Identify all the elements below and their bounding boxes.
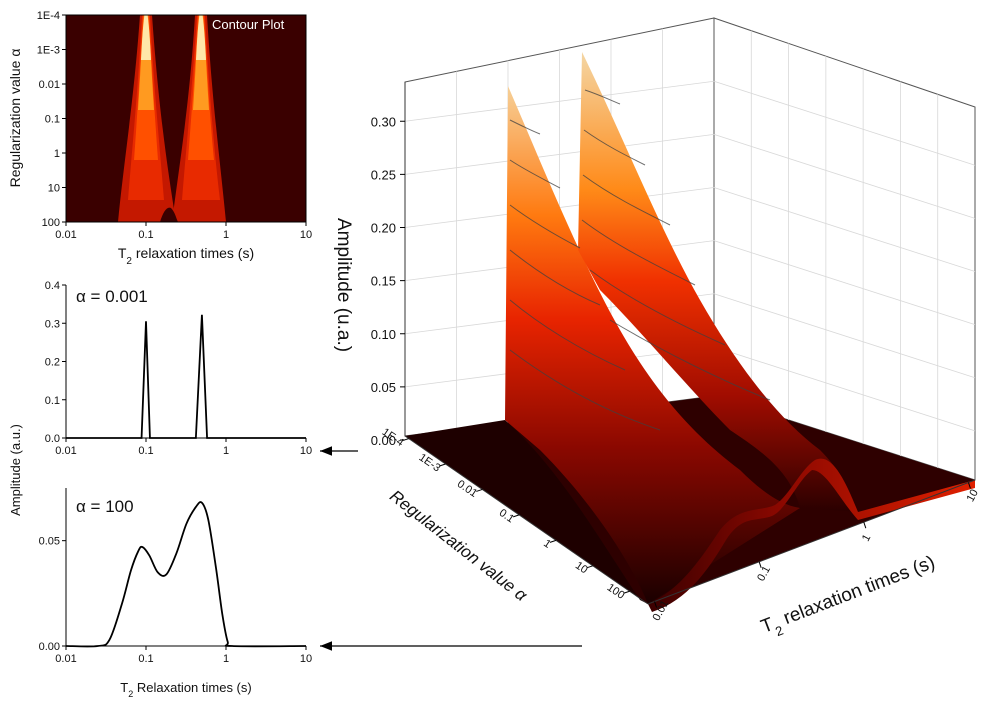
surface-xlabel: T2 relaxation times (s) <box>758 552 940 643</box>
x-tick-label: 1 <box>223 445 229 457</box>
contour-title: Contour Plot <box>212 17 285 32</box>
surface-t2-tick: 10 <box>965 487 981 503</box>
y-tick-label: 0.1 <box>45 395 60 407</box>
surface-t2-tick: 0.1 <box>755 564 773 583</box>
surface-alpha-tick: 10 <box>573 560 590 577</box>
contour-y-tick: 0.01 <box>39 79 60 91</box>
x-tick-label: 1 <box>223 653 229 665</box>
series-line-alpha-0001 <box>66 314 306 439</box>
line-plot-alpha-100: 0.01 0.1 1 100.000.05 α = 100 T2 Relaxation… <box>8 424 312 699</box>
contour-y-tick: 0.1 <box>45 114 60 126</box>
x-tick-label: 0.01 <box>55 653 76 665</box>
contour-y-tick: 1E-3 <box>37 45 60 57</box>
contour-x-tick: 10 <box>300 229 312 241</box>
x-tick-label: 0.01 <box>55 445 76 457</box>
surface-z-tick: 0.30 <box>371 114 396 129</box>
y-tick-label: 0.4 <box>45 280 60 292</box>
surface-z-tick: 0.15 <box>371 274 396 289</box>
contour-xlabel: T2 relaxation times (s) <box>118 245 254 267</box>
y-tick-label: 0.2 <box>45 357 60 369</box>
surface-z-tick: 0.25 <box>371 167 396 182</box>
surface-alpha-tick: 1 <box>541 537 553 550</box>
x-tick-label: 0.1 <box>138 653 153 665</box>
annotation-alpha-100: α = 100 <box>76 497 134 516</box>
contour-ylabel: Regularization value α <box>7 49 23 188</box>
contour-y-tick: 1E-4 <box>37 10 60 22</box>
surface-plot: 0.000.050.100.150.200.250.301E-41E-30.01… <box>333 17 981 643</box>
shared-ylabel: Amplitude (a.u.) <box>8 424 23 516</box>
contour-plot: Contour Plot 0.01 0.1 1 10 1E-4 1E-3 0.01 0.1 1 1… <box>7 10 312 267</box>
x-tick-label: 10 <box>300 653 312 665</box>
y-tick-label: 0.05 <box>39 536 60 548</box>
surface-z-tick: 0.20 <box>371 221 396 236</box>
series-line-alpha-100 <box>65 501 307 648</box>
surface-ridge-1 <box>505 86 800 604</box>
contour-x-tick: 1 <box>223 229 229 241</box>
bottom-xlabel: T2 Relaxation times (s) <box>120 680 251 699</box>
x-tick-label: 0.1 <box>138 445 153 457</box>
contour-y-tick: 100 <box>42 217 60 229</box>
contour-y-tick: 1 <box>54 148 60 160</box>
surface-z-tick: 0.00 <box>371 433 396 448</box>
contour-y-tick: 10 <box>48 183 60 195</box>
annotation-alpha-0001: α = 0.001 <box>76 287 148 306</box>
line-plot-alpha-0001: 0.01 0.1 1 10 0.0 0.1 0.2 0.3 0.4 α = 0.001 <box>45 280 312 457</box>
surface-z-tick: 0.10 <box>371 327 396 342</box>
surface-t2-tick: 1 <box>860 533 873 544</box>
surface-zlabel: Amplitude (u.a.) <box>333 218 354 352</box>
x-tick-label: 10 <box>300 445 312 457</box>
surface-z-tick: 0.05 <box>371 380 396 395</box>
y-tick-label: 0.0 <box>45 433 60 445</box>
contour-x-tick: 0.1 <box>138 229 153 241</box>
y-tick-label: 0.3 <box>45 318 60 330</box>
contour-x-tick: 0.01 <box>55 229 76 241</box>
y-tick-label: 0.00 <box>39 641 60 653</box>
